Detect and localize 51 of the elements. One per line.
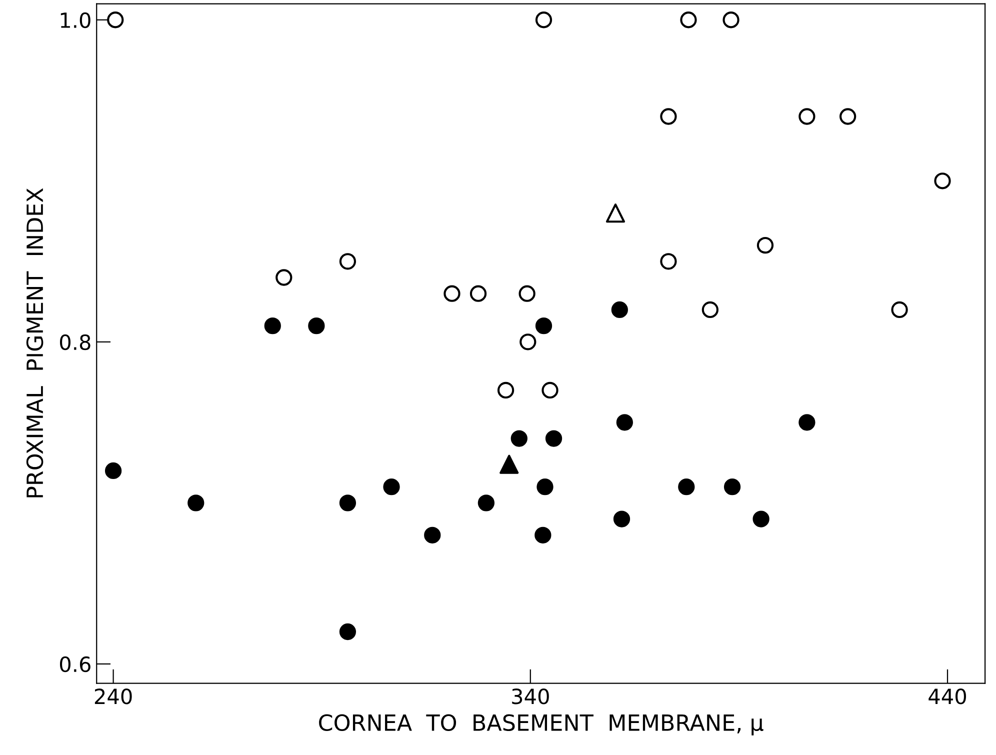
point (934, 172, 951, 190)
y-axis-title: PROXIMAL PIGMENT INDEX (26, 188, 44, 498)
x-axis-title: CORNEA TO BASEMENT MEMBRANE, μ (319, 714, 764, 736)
point (276, 269, 292, 286)
point (545, 430, 562, 447)
point (724, 478, 741, 496)
point (478, 494, 495, 512)
point (497, 382, 514, 399)
point (424, 526, 441, 544)
point (383, 478, 400, 496)
point (339, 253, 356, 270)
point (660, 108, 677, 125)
point (510, 430, 528, 447)
point (752, 510, 770, 528)
x-tick-label: 440 (928, 688, 966, 704)
point (680, 12, 697, 28)
point (535, 317, 552, 334)
point (444, 285, 460, 302)
point (535, 12, 552, 28)
point (798, 414, 816, 431)
point (606, 204, 626, 223)
point (536, 478, 554, 496)
point (104, 462, 122, 480)
point (264, 317, 281, 334)
point (756, 236, 774, 254)
point (611, 301, 628, 318)
point (520, 334, 536, 350)
point (678, 478, 695, 496)
point (839, 108, 856, 125)
point (891, 301, 908, 318)
point (702, 301, 718, 318)
point (107, 12, 124, 28)
y-tick-label: 1.0 (60, 12, 90, 28)
x-tick-label: 240 (94, 688, 132, 704)
point (613, 510, 630, 528)
x-tick-label: 340 (512, 688, 549, 704)
y-tick-label: 0.8 (60, 334, 90, 350)
point (542, 382, 558, 399)
point (660, 253, 677, 270)
point (500, 454, 519, 474)
point (339, 623, 356, 640)
point (470, 285, 487, 302)
point (308, 317, 325, 334)
point (798, 108, 816, 125)
point (616, 414, 633, 431)
point (518, 285, 536, 302)
y-tick-label: 0.6 (60, 656, 90, 672)
point (188, 494, 204, 512)
point (722, 12, 740, 28)
point (339, 494, 356, 512)
point (534, 526, 552, 544)
